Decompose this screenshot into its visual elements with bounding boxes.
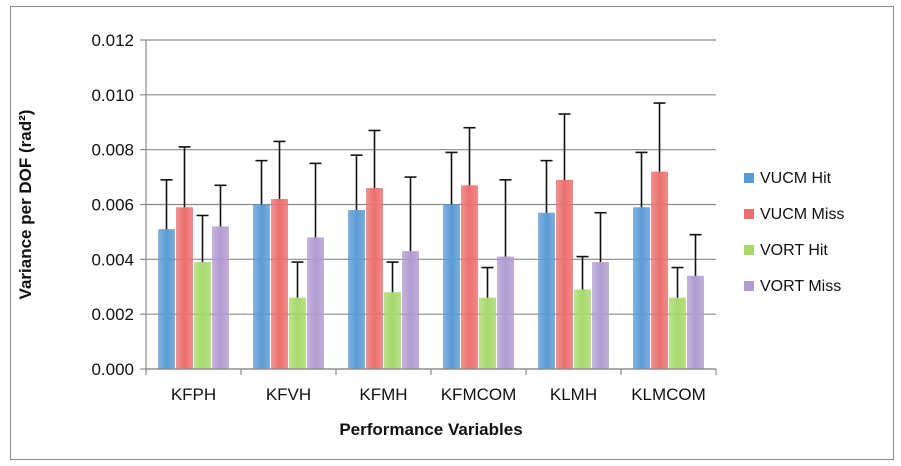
y-tick-label: 0.000 xyxy=(91,360,134,379)
axes: 0.000 0.002 0.004 0.006 0.008 0.010 0.012 KFPH K… xyxy=(91,31,717,404)
bar-vort-hit-kfmh xyxy=(384,292,401,369)
x-category-label: KFMCOM xyxy=(441,385,517,404)
legend-swatch xyxy=(744,281,754,291)
bar-vucm-hit-kfmcom xyxy=(443,204,460,369)
bar-vort-miss-kfmcom xyxy=(497,256,514,369)
bar-vucm-hit-kfvh xyxy=(253,204,270,369)
bar-vucm-miss-kfph xyxy=(176,207,193,369)
bar-vort-hit-klmcom xyxy=(669,297,686,369)
y-axis-title: Variance per DOF (rad²) xyxy=(16,110,35,300)
bar-vucm-miss-kfmcom xyxy=(461,185,478,369)
bar-vucm-hit-kfph xyxy=(158,229,175,369)
chart-frame: 0.000 0.002 0.004 0.006 0.008 0.010 0.012 KFPH K… xyxy=(10,6,894,460)
bar-vucm-hit-klmh xyxy=(538,212,555,369)
bar-vucm-miss-kfvh xyxy=(271,199,288,369)
y-tick-label: 0.004 xyxy=(91,250,134,269)
legend-swatch xyxy=(744,209,754,219)
bar-vucm-miss-klmcom xyxy=(651,171,668,369)
legend-swatch xyxy=(744,245,754,255)
legend-label: VUCM Hit xyxy=(760,170,832,187)
legend-swatch xyxy=(744,173,754,183)
legend-label: VORT Hit xyxy=(760,242,828,259)
x-category-label: KFVH xyxy=(266,385,311,404)
y-tick-label: 0.006 xyxy=(91,196,134,215)
bar-vucm-miss-kfmh xyxy=(366,188,383,369)
bar-vort-hit-kfmcom xyxy=(479,297,496,369)
bar-vort-hit-kfph xyxy=(194,262,211,369)
y-tick-label: 0.012 xyxy=(91,31,134,50)
bar-vort-miss-kfvh xyxy=(307,237,324,369)
legend-label: VORT Miss xyxy=(760,278,841,295)
bar-vort-miss-klmh xyxy=(592,262,609,369)
y-tick-label: 0.002 xyxy=(91,305,134,324)
bars xyxy=(158,102,704,369)
bar-vort-hit-klmh xyxy=(574,289,591,369)
bar-vucm-miss-klmh xyxy=(556,179,573,369)
x-axis-title: Performance Variables xyxy=(339,420,522,439)
legend-label: VUCM Miss xyxy=(760,206,844,223)
y-tick-label: 0.008 xyxy=(91,141,134,160)
x-category-label: KFMH xyxy=(359,385,407,404)
bar-vort-miss-kfmh xyxy=(402,251,419,369)
bar-chart: 0.000 0.002 0.004 0.006 0.008 0.010 0.012 KFPH K… xyxy=(16,31,844,439)
bar-vucm-hit-klmcom xyxy=(633,207,650,369)
x-category-label: KLMH xyxy=(550,385,597,404)
gridlines xyxy=(146,39,716,370)
bar-vort-hit-kfvh xyxy=(289,297,306,369)
y-tick-label: 0.010 xyxy=(91,86,134,105)
bar-vucm-hit-kfmh xyxy=(348,209,365,369)
x-category-label: KLMCOM xyxy=(631,385,706,404)
legend: VUCM Hit VUCM Miss VORT Hit VORT Miss xyxy=(744,170,844,295)
x-category-label: KFPH xyxy=(171,385,216,404)
bar-vort-miss-klmcom xyxy=(687,275,704,369)
bar-vort-miss-kfph xyxy=(212,226,229,369)
